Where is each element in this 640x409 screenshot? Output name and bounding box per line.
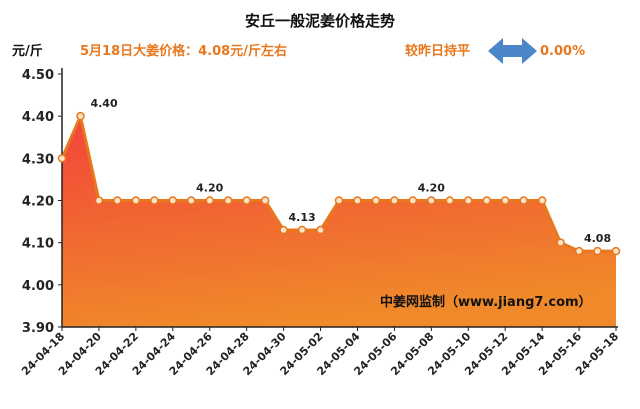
data-point [187,196,196,205]
data-point [482,196,491,205]
axes [61,68,618,328]
data-point [223,196,233,205]
data-point [427,196,436,205]
data-point [94,196,104,205]
data-point [168,196,178,205]
data-point [371,196,381,205]
x-tick-labels: 24-04-1824-04-2024-04-2224-04-2424-04-26… [19,327,621,378]
data-point [408,196,418,205]
data-point [353,196,362,205]
data-point [131,196,141,205]
y-tick-label: 4.00 [22,279,54,294]
data-point [593,246,602,256]
data-label: 4.13 [288,211,315,224]
data-point [334,196,344,205]
data-point [205,196,214,205]
data-point [445,196,455,205]
y-tick-label: 4.10 [22,237,54,252]
data-point [464,196,473,205]
data-point [556,238,565,247]
y-tick-label: 4.30 [22,152,54,167]
data-point [390,196,399,205]
data-point [57,154,67,163]
chart-title: 安丘一般泥姜价格走势 [245,12,395,30]
data-points [57,111,621,256]
data-label: 4.20 [196,182,223,195]
data-point [500,196,510,205]
y-tick-label: 4.50 [22,68,54,83]
data-point [574,246,584,256]
data-point [113,196,122,205]
data-point [519,196,528,205]
data-point [242,196,251,205]
data-label: 4.08 [584,232,611,245]
data-point [537,196,547,205]
data-point [76,111,85,121]
y-tick-label: 4.40 [22,110,54,125]
data-point [316,225,325,235]
double-arrow-icon [488,38,537,64]
data-label: 4.20 [418,182,445,195]
data-labels: 4.40 4.20 4.13 4.20 4.08 [90,97,611,245]
y-tick-label: 4.20 [22,195,54,210]
data-point [279,225,288,235]
y-axis-unit: 元/斤 [12,43,43,59]
data-point [297,225,307,235]
data-label: 4.40 [90,97,117,110]
data-point [611,246,621,256]
y-tick-label: 3.90 [22,321,54,336]
price-summary: 5月18日大姜价格：4.08元/斤左右 [80,43,287,59]
compare-label: 较昨日持平 [405,43,470,59]
y-tick-labels: 3.90 4.00 4.10 4.20 4.30 4.40 4.50 [22,68,62,336]
area-fill [62,116,616,327]
data-point [150,196,159,205]
source-credit: 中姜网监制（www.jiang7.com） [380,294,592,310]
compare-value: 0.00% [540,44,585,59]
data-point [260,196,270,205]
